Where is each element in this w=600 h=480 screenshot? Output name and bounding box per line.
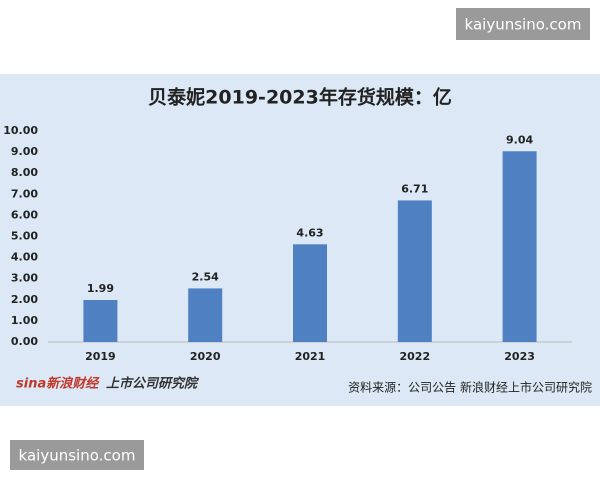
bar <box>188 288 223 342</box>
watermark: kaiyunsino.com <box>19 447 136 465</box>
y-tick-label: 7.00 <box>11 187 38 200</box>
y-tick-label: 6.00 <box>11 208 38 221</box>
value-label: 4.63 <box>296 226 323 239</box>
value-label: 1.99 <box>87 282 114 295</box>
y-tick-label: 3.00 <box>11 272 38 285</box>
y-tick-label: 1.00 <box>11 314 38 327</box>
chart-title: 贝泰妮2019-2023年存货规模：亿 <box>148 86 452 109</box>
y-tick-label: 5.00 <box>11 230 38 243</box>
source-note: 资料来源：公司公告 新浪财经上市公司研究院 <box>348 380 592 395</box>
y-tick-label: 0.00 <box>11 335 38 348</box>
x-tick-label: 2021 <box>295 350 326 363</box>
value-label: 6.71 <box>401 182 428 195</box>
bar <box>397 200 432 342</box>
x-tick-label: 2022 <box>399 350 430 363</box>
bar <box>83 300 118 342</box>
y-tick-label: 10.00 <box>3 124 38 137</box>
bar <box>502 151 537 342</box>
logo: 上市公司研究院 <box>106 376 200 392</box>
x-tick-label: 2019 <box>85 350 116 363</box>
x-tick-label: 2020 <box>190 350 221 363</box>
bar <box>293 244 327 342</box>
value-label: 9.04 <box>506 133 533 146</box>
watermark-box <box>456 8 590 40</box>
watermark: kaiyunsino.com <box>465 16 582 34</box>
chart-panel <box>0 74 600 406</box>
y-tick-label: 4.00 <box>11 251 38 264</box>
y-tick-label: 2.00 <box>11 293 38 306</box>
y-tick-label: 8.00 <box>11 166 38 179</box>
value-label: 2.54 <box>192 270 219 283</box>
logo: sina新浪财经 <box>16 376 100 392</box>
watermark-box <box>10 440 144 470</box>
x-tick-label: 2023 <box>504 350 535 363</box>
y-tick-label: 9.00 <box>11 145 38 158</box>
